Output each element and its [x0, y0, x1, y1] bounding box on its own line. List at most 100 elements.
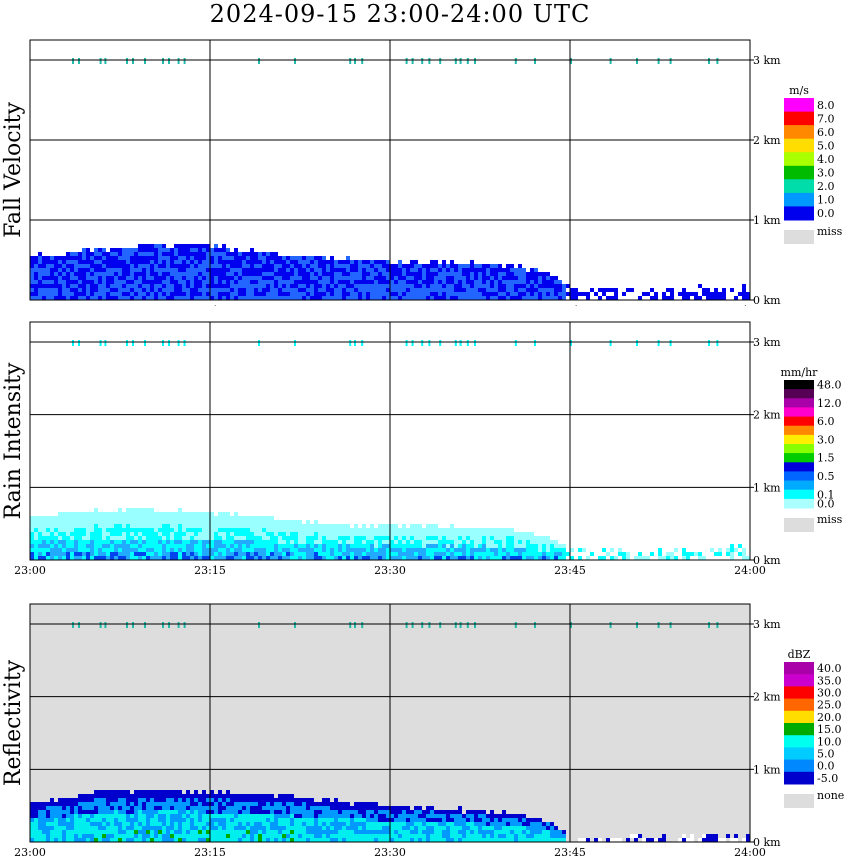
data-cell — [350, 552, 354, 556]
data-cell — [226, 540, 230, 544]
data-cell — [290, 524, 294, 528]
data-cell — [478, 288, 482, 292]
data-cell — [310, 810, 314, 814]
data-cell — [198, 264, 202, 268]
data-cell — [238, 810, 242, 814]
data-cell — [358, 826, 362, 830]
data-cell — [254, 536, 258, 540]
data-cell — [86, 292, 90, 296]
data-cell — [498, 826, 502, 830]
data-cell — [542, 822, 546, 826]
data-cell — [182, 814, 186, 818]
colorbar-label: 0.5 — [817, 470, 835, 483]
data-cell — [294, 292, 298, 296]
data-cell — [274, 276, 278, 280]
data-cell — [42, 814, 46, 818]
data-cell — [562, 288, 566, 292]
data-cell — [162, 834, 166, 838]
data-cell — [162, 810, 166, 814]
data-cell — [174, 802, 178, 806]
data-cell — [406, 806, 410, 810]
data-cell — [474, 540, 478, 544]
data-cell — [534, 540, 538, 544]
data-cell — [94, 512, 98, 516]
data-cells — [30, 244, 750, 300]
data-cell — [418, 524, 422, 528]
data-cell — [230, 814, 234, 818]
data-cell — [126, 288, 130, 292]
data-cell — [446, 810, 450, 814]
data-cell — [418, 810, 422, 814]
data-cell — [486, 818, 490, 822]
data-cell — [326, 810, 330, 814]
data-cell — [234, 248, 238, 252]
data-cell — [450, 532, 454, 536]
data-cell — [174, 284, 178, 288]
data-cell — [438, 540, 442, 544]
data-cell — [470, 540, 474, 544]
data-cell — [182, 806, 186, 810]
data-cell — [290, 256, 294, 260]
data-cell — [186, 512, 190, 516]
data-cell — [74, 540, 78, 544]
data-cell — [394, 834, 398, 838]
data-cell — [434, 268, 438, 272]
data-cell — [50, 830, 54, 834]
bright-band-marker — [514, 622, 517, 628]
data-cell — [186, 822, 190, 826]
data-cell — [382, 524, 386, 528]
data-cell — [230, 798, 234, 802]
data-cell — [226, 826, 230, 830]
data-cell — [614, 838, 618, 842]
data-cell — [222, 528, 226, 532]
data-cell — [254, 260, 258, 264]
data-cell — [426, 556, 430, 560]
data-cell — [86, 296, 90, 300]
data-cell — [530, 826, 534, 830]
data-cell — [318, 536, 322, 540]
data-cell — [110, 802, 114, 806]
data-cell — [362, 288, 366, 292]
data-cell — [82, 806, 86, 810]
data-cell — [318, 806, 322, 810]
data-cell — [362, 276, 366, 280]
data-cell — [606, 838, 610, 842]
data-cell — [218, 826, 222, 830]
data-cell — [298, 814, 302, 818]
data-cell — [410, 524, 414, 528]
data-cell — [258, 838, 262, 842]
data-cell — [134, 280, 138, 284]
data-cell — [74, 264, 78, 268]
data-cell — [666, 552, 670, 556]
data-cell — [190, 292, 194, 296]
data-cell — [62, 814, 66, 818]
data-cell — [334, 822, 338, 826]
data-cell — [614, 288, 618, 292]
data-cell — [66, 256, 70, 260]
data-cell — [466, 284, 470, 288]
data-cell — [258, 528, 262, 532]
data-cell — [142, 810, 146, 814]
data-cell — [110, 830, 114, 834]
data-cell — [282, 794, 286, 798]
data-cell — [302, 268, 306, 272]
data-cell — [358, 268, 362, 272]
data-cell — [414, 276, 418, 280]
data-cell — [114, 276, 118, 280]
data-cell — [138, 280, 142, 284]
data-cell — [234, 524, 238, 528]
data-cell — [210, 284, 214, 288]
data-cell — [346, 528, 350, 532]
data-cell — [198, 244, 202, 248]
data-cell — [174, 818, 178, 822]
data-cell — [270, 794, 274, 798]
data-cell — [154, 296, 158, 300]
data-cell — [462, 268, 466, 272]
data-cell — [102, 794, 106, 798]
data-cell — [126, 260, 130, 264]
data-cell — [46, 552, 50, 556]
data-cell — [158, 248, 162, 252]
data-cell — [114, 268, 118, 272]
data-cell — [86, 280, 90, 284]
data-cell — [422, 810, 426, 814]
